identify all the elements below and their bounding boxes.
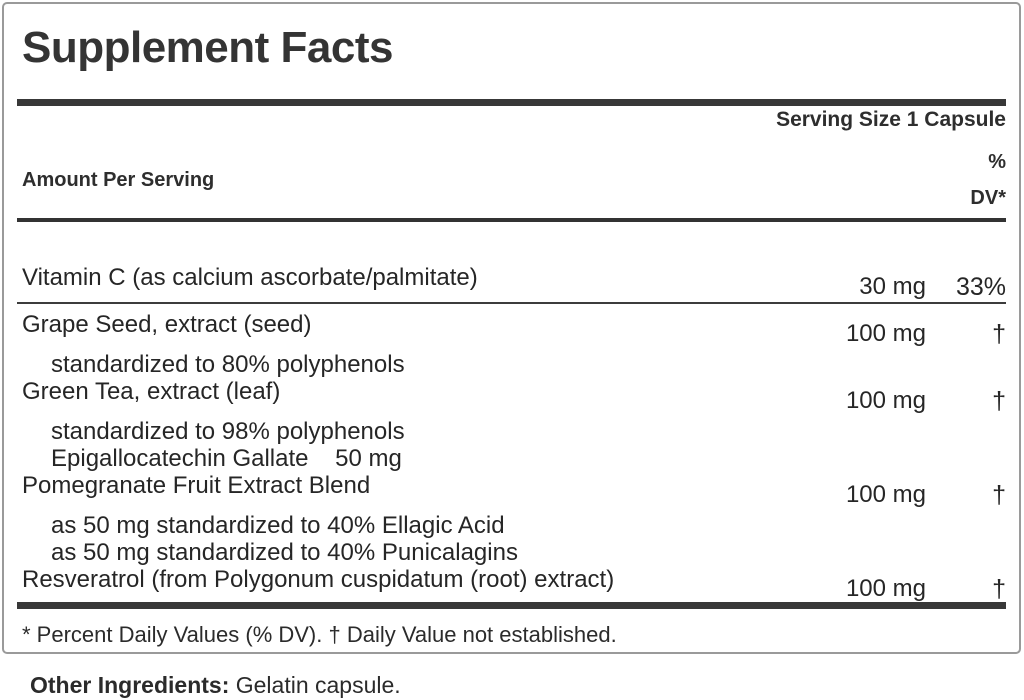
- ingredient-row-main: Vitamin C (as calcium ascorbate/palmitat…: [17, 264, 1006, 301]
- divider-thick-top: [17, 99, 1006, 106]
- ingredient-name: Resveratrol (from Polygonum cuspidatum (…: [22, 566, 615, 593]
- column-header-row: Amount Per Serving % DV*: [17, 144, 1006, 216]
- ingredient-amount: 100 mg: [845, 481, 926, 508]
- ingredient-row: Grape Seed, extract (seed) 100 mg † stan…: [17, 311, 1006, 378]
- supplement-facts-panel: Supplement Facts Serving Size 1 Capsule …: [2, 2, 1021, 654]
- ingredient-row-main: Resveratrol (from Polygonum cuspidatum (…: [17, 566, 1006, 603]
- ingredient-row-main: Grape Seed, extract (seed) 100 mg †: [17, 311, 1006, 348]
- ingredient-dv: †: [992, 387, 1006, 415]
- ingredient-amount: 30 mg: [859, 273, 926, 300]
- ingredient-dv: †: [992, 481, 1006, 509]
- serving-size: Serving Size 1 Capsule: [776, 108, 1006, 131]
- ingredient-sub-line: standardized to 80% polyphenols: [51, 351, 405, 378]
- ingredient-sub-line: Epigallocatechin Gallate 50 mg: [51, 445, 402, 472]
- ingredient-dv: †: [992, 320, 1006, 348]
- percent-dv-header: % DV*: [970, 144, 1006, 216]
- ingredient-name: Vitamin C (as calcium ascorbate/palmitat…: [22, 264, 478, 291]
- ingredient-dv: 33%: [955, 273, 1006, 301]
- ingredient-row: Green Tea, extract (leaf) 100 mg † stand…: [17, 378, 1006, 472]
- daily-value-footnote: * Percent Daily Values (% DV). † Daily V…: [22, 622, 617, 647]
- other-ingredients-line: Other Ingredients: Gelatin capsule.: [30, 672, 401, 699]
- divider-thick-bottom: [17, 602, 1006, 609]
- ingredient-sub-line: standardized to 98% polyphenols: [51, 418, 405, 445]
- percent-dv-header-line2: DV*: [970, 187, 1006, 209]
- ingredient-sub-line: as 50 mg standardized to 40% Punicalagin…: [51, 539, 518, 566]
- ingredient-row: Vitamin C (as calcium ascorbate/palmitat…: [17, 264, 1006, 301]
- panel-title: Supplement Facts: [22, 23, 393, 72]
- ingredient-row-main: Green Tea, extract (leaf) 100 mg †: [17, 378, 1006, 415]
- ingredient-row-main: Pomegranate Fruit Extract Blend 100 mg †: [17, 472, 1006, 509]
- ingredient-row: Pomegranate Fruit Extract Blend 100 mg †…: [17, 472, 1006, 566]
- other-ingredients-value: Gelatin capsule.: [229, 672, 401, 698]
- amount-per-serving-header: Amount Per Serving: [22, 168, 215, 191]
- ingredient-rows: Vitamin C (as calcium ascorbate/palmitat…: [17, 264, 1006, 603]
- ingredient-amount: 100 mg: [845, 387, 926, 414]
- divider-thin: [17, 302, 1006, 304]
- percent-dv-header-line1: %: [988, 151, 1006, 173]
- ingredient-dv: †: [992, 575, 1006, 603]
- ingredient-name: Green Tea, extract (leaf): [22, 378, 281, 405]
- ingredient-sub-line: as 50 mg standardized to 40% Ellagic Aci…: [51, 512, 505, 539]
- ingredient-name: Grape Seed, extract (seed): [22, 311, 312, 338]
- ingredient-name: Pomegranate Fruit Extract Blend: [22, 472, 371, 499]
- divider-medium-header: [17, 218, 1006, 222]
- ingredient-amount: 100 mg: [845, 575, 926, 602]
- ingredient-amount: 100 mg: [845, 320, 926, 347]
- other-ingredients-label: Other Ingredients:: [30, 672, 230, 698]
- ingredient-row: Resveratrol (from Polygonum cuspidatum (…: [17, 566, 1006, 603]
